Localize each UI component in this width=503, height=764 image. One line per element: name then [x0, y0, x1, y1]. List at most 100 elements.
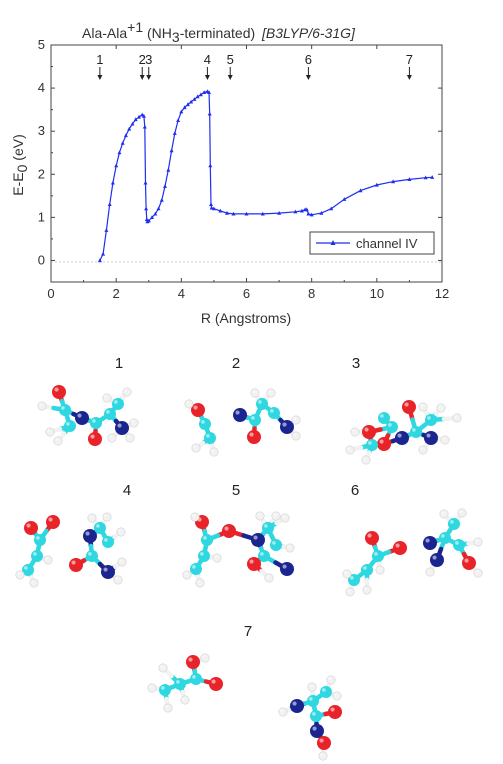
carbon-atom	[307, 695, 319, 707]
hydrogen-atom	[291, 431, 301, 441]
marker-label: 5	[227, 52, 234, 67]
atom-highlight	[77, 413, 82, 418]
atom-highlight	[352, 429, 355, 432]
carbon-atom	[448, 518, 460, 530]
atom-highlight	[282, 515, 285, 518]
oxygen-atom	[377, 437, 391, 451]
data-point	[114, 163, 119, 168]
atom-highlight	[309, 684, 312, 687]
oxygen-atom	[365, 531, 379, 545]
data-point	[185, 102, 190, 107]
title-mid2: -terminated)	[180, 25, 255, 41]
marker-label: 1	[96, 52, 103, 67]
hydrogen-atom	[318, 751, 328, 761]
carbon-atom	[270, 539, 282, 551]
data-point	[179, 109, 184, 114]
atom-highlight	[85, 531, 90, 536]
atom-highlight	[260, 552, 264, 556]
structure-3: 3	[345, 355, 462, 465]
data-point	[304, 207, 309, 212]
atom-highlight	[319, 738, 324, 743]
atom-highlight	[459, 510, 462, 513]
carbon-atom	[262, 522, 274, 534]
hydrogen-atom	[436, 403, 446, 413]
hydrogen-atom	[87, 513, 97, 523]
hydrogen-atom	[345, 445, 355, 455]
atom-highlight	[88, 552, 92, 556]
atom-highlight	[380, 414, 384, 418]
structure-5: 5	[182, 482, 295, 588]
data-point	[293, 209, 298, 214]
atom-highlight	[224, 526, 229, 531]
atom-highlight	[54, 387, 59, 392]
atom-highlight	[165, 705, 168, 708]
atom-highlight	[374, 552, 378, 556]
hydrogen-atom	[163, 703, 173, 713]
hydrogen-atom	[113, 575, 123, 585]
title-base: Ala-Ala	[82, 25, 127, 41]
marker-arrow-head	[146, 75, 152, 80]
atom-highlight	[192, 565, 196, 569]
atom-highlight	[114, 400, 118, 404]
atom-highlight	[249, 432, 254, 437]
atom-highlight	[268, 390, 271, 393]
atom-highlight	[273, 513, 276, 516]
data-point	[120, 141, 125, 145]
carbon-atom	[190, 563, 202, 575]
y-tick-label: 1	[38, 209, 45, 224]
carbon-atom	[204, 432, 216, 444]
data-point	[104, 228, 109, 232]
atom-highlight	[280, 709, 283, 712]
data-point	[244, 211, 249, 216]
data-point	[133, 117, 138, 122]
y-tick-label: 0	[38, 252, 45, 267]
legend-marker	[330, 240, 336, 245]
oxygen-atom	[362, 425, 376, 439]
data-point	[430, 175, 435, 179]
hydrogen-atom	[129, 418, 139, 428]
data-point	[211, 206, 216, 211]
atom-highlight	[412, 428, 416, 432]
atom-highlight	[106, 410, 110, 414]
atom-highlight	[193, 445, 196, 448]
atom-highlight	[131, 420, 134, 423]
atom-highlight	[282, 564, 287, 569]
atom-highlight	[109, 435, 112, 438]
atom-highlight	[395, 543, 400, 548]
atom-highlight	[258, 400, 262, 404]
atom-highlight	[211, 449, 214, 452]
y-axis-label: E-E0 (eV)	[10, 134, 30, 195]
atom-highlight	[282, 422, 287, 427]
x-tick-label: 10	[370, 286, 384, 301]
atom-highlight	[48, 517, 53, 522]
atom-highlight	[312, 726, 317, 731]
carbon-atom	[386, 421, 398, 433]
x-axis: 0 2 4 6 8 10 12	[47, 45, 449, 301]
hydrogen-atom	[209, 447, 219, 457]
carbon-atom	[425, 414, 437, 426]
atom-highlight	[363, 566, 367, 570]
marker-arrow-head	[97, 75, 103, 80]
hydrogen-atom	[191, 443, 201, 453]
atom-highlight	[36, 536, 40, 540]
structure-label: 3	[352, 355, 360, 372]
atom-highlight	[441, 511, 444, 514]
atom-highlight	[89, 515, 92, 518]
oxygen-atom	[46, 515, 60, 529]
atom-highlight	[149, 685, 152, 688]
atom-highlight	[17, 572, 20, 575]
chart-method: [B3LYP/6-31G]	[261, 25, 356, 41]
data-point	[150, 215, 154, 219]
atom-highlight	[322, 688, 326, 692]
atom-highlight	[96, 524, 100, 528]
atom-highlight	[206, 434, 210, 438]
hydrogen-atom	[291, 415, 301, 425]
structures: 1 2 3 4 5 6 7	[15, 355, 483, 761]
legend: channel IV	[309, 231, 435, 255]
carbon-atom	[320, 686, 332, 698]
atom-highlight	[347, 447, 350, 450]
atom-highlight	[214, 555, 217, 558]
atom-highlight	[200, 552, 204, 556]
carbon-atom	[86, 550, 98, 562]
hydrogen-atom	[195, 578, 205, 588]
